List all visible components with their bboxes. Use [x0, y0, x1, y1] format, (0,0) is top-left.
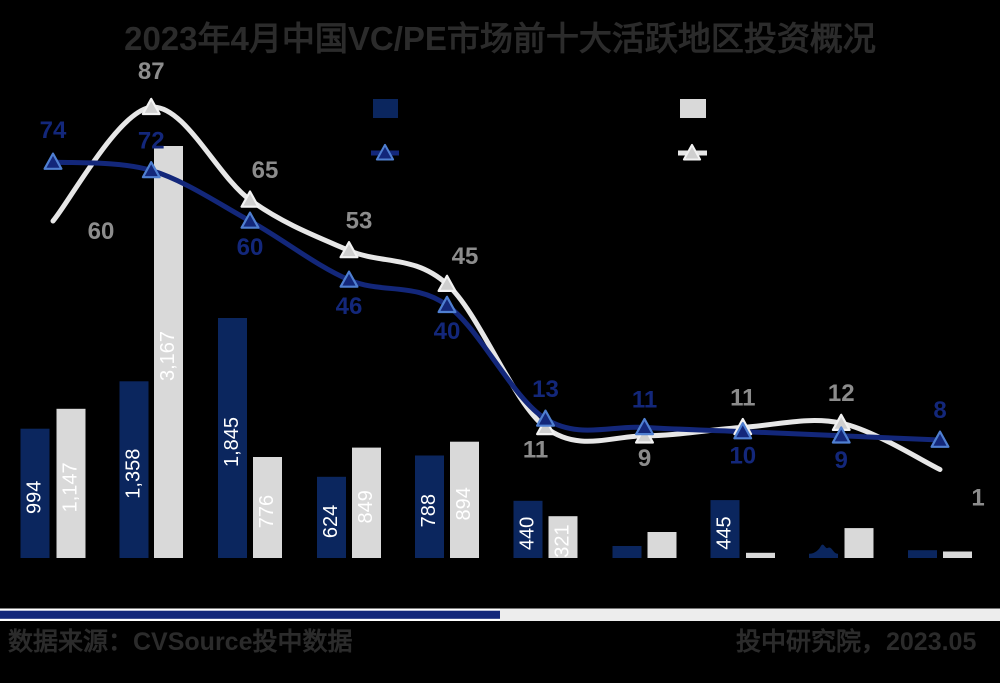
svg-text:65: 65 — [252, 157, 279, 184]
svg-text:788: 788 — [418, 494, 440, 527]
svg-text:321: 321 — [551, 524, 573, 557]
svg-text:624: 624 — [320, 505, 342, 538]
svg-text:3,167: 3,167 — [157, 331, 179, 381]
svg-text:53: 53 — [346, 208, 373, 235]
svg-text:45: 45 — [452, 243, 479, 270]
svg-text:40: 40 — [434, 318, 461, 345]
svg-text:74: 74 — [40, 117, 67, 144]
svg-text:445: 445 — [713, 516, 735, 549]
svg-text:894: 894 — [453, 487, 475, 520]
svg-text:60: 60 — [237, 234, 264, 261]
svg-text:9: 9 — [638, 445, 651, 472]
svg-text:11: 11 — [632, 386, 657, 413]
svg-text:11: 11 — [730, 384, 755, 411]
svg-text:87: 87 — [138, 58, 165, 85]
svg-text:8: 8 — [933, 397, 946, 424]
svg-text:1: 1 — [971, 485, 984, 512]
svg-text:1,147: 1,147 — [59, 462, 81, 512]
svg-text:11: 11 — [523, 436, 548, 463]
svg-text:440: 440 — [516, 517, 538, 550]
svg-text:46: 46 — [336, 293, 363, 320]
svg-text:1,358: 1,358 — [122, 449, 144, 499]
svg-text:994: 994 — [23, 481, 45, 514]
svg-text:60: 60 — [88, 218, 115, 245]
svg-text:9: 9 — [835, 447, 848, 474]
svg-text:776: 776 — [256, 495, 278, 528]
svg-text:849: 849 — [355, 490, 377, 523]
svg-text:12: 12 — [828, 380, 855, 407]
svg-text:10: 10 — [729, 443, 756, 470]
svg-text:1,845: 1,845 — [221, 417, 243, 467]
svg-text:13: 13 — [532, 376, 559, 403]
svg-text:72: 72 — [138, 127, 165, 154]
